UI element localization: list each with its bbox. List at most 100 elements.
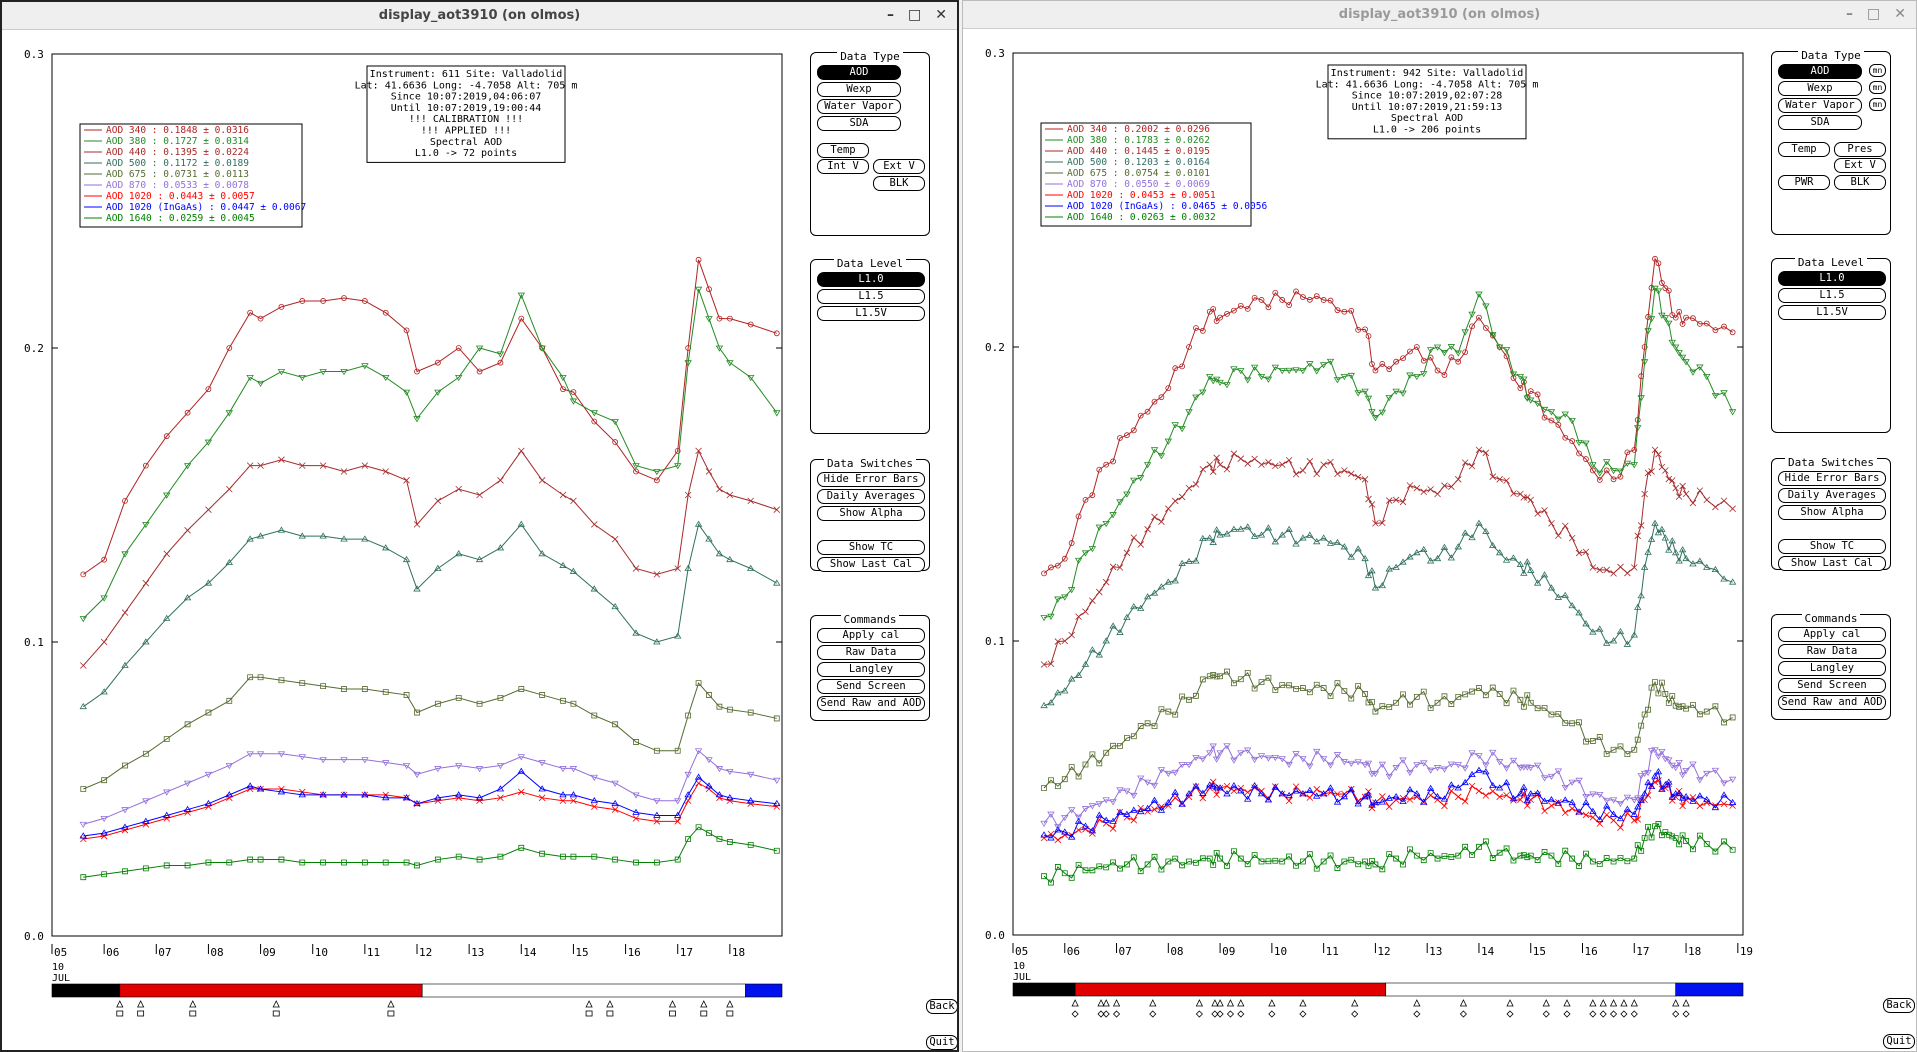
data-point [1206, 750, 1214, 757]
data-point [1109, 817, 1117, 824]
button-temp[interactable]: Temp [817, 143, 869, 158]
maximize-button[interactable]: □ [1867, 6, 1881, 22]
button-hide-error-bars[interactable]: Hide Error Bars [817, 472, 925, 487]
button-blk[interactable]: BLK [873, 176, 925, 191]
button-water-vapor[interactable]: Water Vapor [817, 99, 901, 114]
button-l1-5[interactable]: L1.5 [1778, 288, 1886, 303]
data-point [1540, 406, 1549, 414]
data-point [1347, 553, 1355, 560]
button-send-raw-and-aod[interactable]: Send Raw and AOD [817, 696, 925, 711]
button-show-last-cal[interactable]: Show Last Cal [817, 557, 925, 572]
minimize-button[interactable]: – [887, 7, 895, 23]
data-point [1151, 806, 1158, 813]
data-point [1503, 353, 1510, 360]
data-point [299, 859, 306, 866]
data-point [1433, 344, 1442, 351]
mn-toggle[interactable]: mn [1869, 64, 1886, 77]
button-wexp[interactable]: Wexp [1778, 81, 1862, 96]
data-point [455, 345, 462, 351]
data-point [1327, 789, 1334, 796]
button-langley[interactable]: Langley [1778, 661, 1886, 676]
button-l1-5v[interactable]: L1.5V [817, 306, 925, 321]
data-point [1554, 799, 1563, 806]
legend-entry: AOD 440 : 0.1445 ± 0.0195 [1067, 146, 1210, 157]
data-point [611, 806, 619, 813]
button-pwr[interactable]: PWR [1778, 175, 1830, 190]
button-daily-averages[interactable]: Daily Averages [817, 489, 925, 504]
data-point [1257, 531, 1266, 538]
data-point [1041, 785, 1047, 791]
button-langley[interactable]: Langley [817, 662, 925, 677]
button-show-alpha[interactable]: Show Alpha [817, 506, 925, 521]
data-point [361, 859, 368, 866]
data-point [1548, 852, 1555, 859]
x-tick-label: 16 [1585, 945, 1598, 958]
button-ext-v[interactable]: Ext V [873, 159, 925, 174]
button-raw-data[interactable]: Raw Data [1778, 644, 1886, 659]
button-apply-cal[interactable]: Apply cal [1778, 627, 1886, 642]
data-point [1413, 852, 1420, 859]
button-send-screen[interactable]: Send Screen [1778, 678, 1886, 693]
data-point [1603, 811, 1610, 819]
button-show-alpha[interactable]: Show Alpha [1778, 505, 1886, 520]
button-sda[interactable]: SDA [1778, 115, 1862, 130]
button-l1-5v[interactable]: L1.5V [1778, 305, 1886, 320]
data-point [706, 830, 712, 836]
back-button[interactable]: Back [1883, 998, 1915, 1013]
button-aod[interactable]: AOD [817, 65, 901, 80]
data-point [1230, 525, 1238, 532]
close-button[interactable]: ✕ [1894, 6, 1906, 22]
button-int-v[interactable]: Int V [817, 159, 869, 174]
data-point [1679, 482, 1686, 490]
back-button[interactable]: Back [926, 999, 957, 1014]
x-tick-label: 05 [1015, 945, 1028, 958]
button-apply-cal[interactable]: Apply cal [817, 628, 925, 643]
button-sda[interactable]: SDA [817, 116, 901, 131]
data-point [1624, 569, 1631, 577]
data-point [1272, 289, 1279, 296]
mn-toggle[interactable]: mn [1869, 98, 1886, 111]
data-point [278, 856, 285, 863]
data-point [1186, 858, 1192, 865]
button-pres[interactable]: Pres [1834, 142, 1886, 157]
button-l1-0[interactable]: L1.0 [817, 272, 925, 287]
data-point [1596, 625, 1604, 632]
close-button[interactable]: ✕ [935, 7, 947, 23]
button-show-tc[interactable]: Show TC [1778, 539, 1886, 554]
button-temp[interactable]: Temp [1778, 142, 1830, 157]
button-send-screen[interactable]: Send Screen [817, 679, 925, 694]
legend-entry: AOD 1020 (InGaAs) : 0.0447 ± 0.0067 [106, 202, 306, 213]
data-point [1616, 627, 1625, 635]
data-point [1644, 548, 1652, 555]
data-point [611, 602, 619, 610]
button-raw-data[interactable]: Raw Data [817, 645, 925, 660]
button-hide-error-bars[interactable]: Hide Error Bars [1778, 471, 1886, 486]
button-send-raw-and-aod[interactable]: Send Raw and AOD [1778, 695, 1886, 710]
maximize-button[interactable]: □ [908, 7, 922, 23]
mn-toggle[interactable]: mn [1869, 81, 1886, 94]
button-water-vapor[interactable]: Water Vapor [1778, 98, 1862, 113]
data-point [1361, 554, 1369, 562]
data-point [361, 791, 369, 798]
quit-button[interactable]: Quit [926, 1035, 957, 1050]
button-show-tc[interactable]: Show TC [817, 540, 925, 555]
data-point [1596, 734, 1603, 740]
button-ext-v[interactable]: Ext V [1834, 158, 1886, 173]
data-point [1158, 518, 1165, 525]
button-daily-averages[interactable]: Daily Averages [1778, 488, 1886, 503]
data-point [773, 410, 781, 417]
button-l1-5[interactable]: L1.5 [817, 289, 925, 304]
legend-entry: AOD 1020 : 0.0453 ± 0.0051 [1067, 190, 1216, 201]
button-l1-0[interactable]: L1.0 [1778, 271, 1886, 286]
button-wexp[interactable]: Wexp [817, 82, 901, 97]
data-point [1548, 520, 1555, 527]
quit-button[interactable]: Quit [1883, 1034, 1915, 1049]
button-aod[interactable]: AOD [1778, 64, 1862, 79]
data-point [1690, 315, 1696, 322]
button-show-last-cal[interactable]: Show Last Cal [1778, 556, 1886, 571]
data-point [319, 757, 327, 764]
minimize-button[interactable]: – [1846, 6, 1854, 22]
button-blk[interactable]: BLK [1834, 175, 1886, 190]
data-point [1455, 852, 1462, 859]
